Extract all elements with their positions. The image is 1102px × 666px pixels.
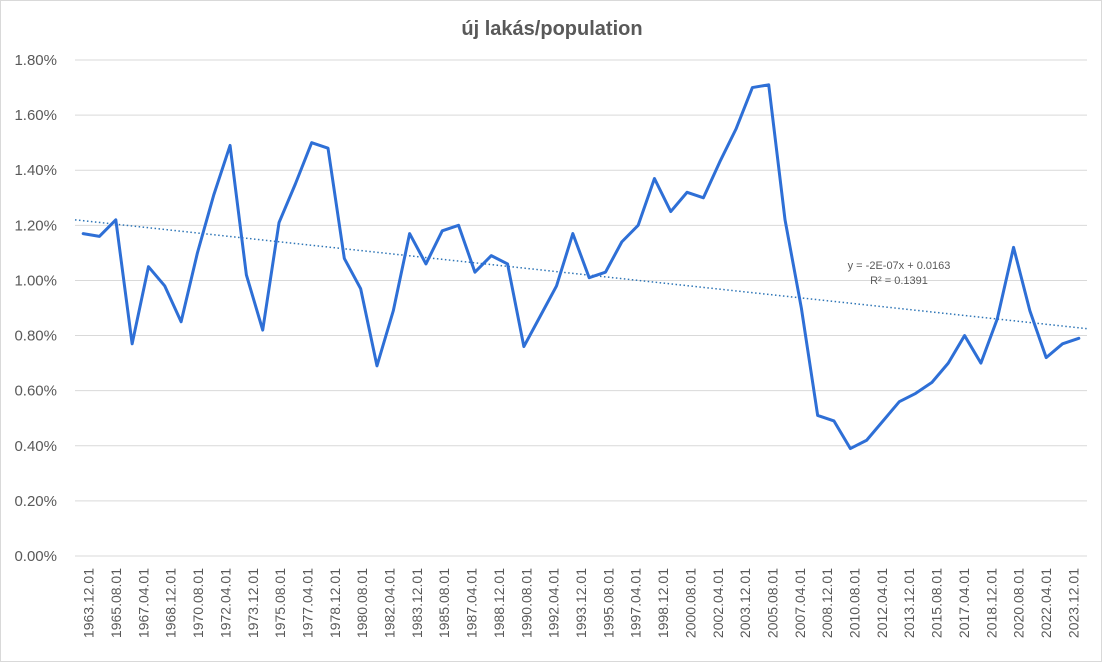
y-tick-label: 0.40% [14,438,57,455]
x-tick-label: 2013.12.01 [901,568,917,638]
x-tick-label: 2000.08.01 [682,568,698,638]
x-tick-label: 2008.12.01 [819,568,835,638]
x-tick-label: 2022.04.01 [1038,568,1054,638]
x-tick-label: 1975.08.01 [272,568,288,638]
x-tick-label: 2020.08.01 [1011,568,1027,638]
x-tick-label: 1997.04.01 [628,568,644,638]
x-tick-label: 1987.04.01 [464,568,480,638]
x-tick-label: 1983.12.01 [409,568,425,638]
x-tick-label: 1985.08.01 [436,568,452,638]
x-tick-label: 1993.12.01 [573,568,589,638]
x-tick-label: 1982.04.01 [382,568,398,638]
y-axis-ticks: 0.00% 0.20% 0.40% 0.60% 0.80% 1.00% 1.20% 1.40%… [14,52,57,565]
x-tick-label: 2002.04.01 [710,568,726,638]
x-tick-label: 1980.08.01 [354,568,370,638]
x-tick-label: 2015.08.01 [929,568,945,638]
y-tick-label: 0.60% [14,383,57,400]
trendline-equation: y = -2E-07x + 0.0163 [848,260,951,272]
x-tick-label: 2012.04.01 [874,568,890,638]
y-tick-label: 1.00% [14,272,57,289]
series-line [81,83,1081,451]
chart-title: új lakás/population [461,18,642,40]
gridlines [75,59,1087,557]
y-tick-label: 1.60% [14,107,57,124]
x-tick-label: 1995.08.01 [600,568,616,638]
x-tick-label: 2010.08.01 [847,568,863,638]
x-tick-label: 1967.04.01 [135,568,151,638]
x-tick-label: 1973.12.01 [245,568,261,638]
x-tick-label: 1977.04.01 [299,568,315,638]
x-tick-label: 1963.12.01 [81,568,97,638]
x-axis-ticks: 1963.12.01 1965.08.01 1967.04.01 1968.12.01… [81,568,1082,638]
x-tick-label: 1970.08.01 [190,568,206,638]
x-tick-label: 1992.04.01 [546,568,562,638]
x-tick-label: 2023.12.01 [1065,568,1081,638]
y-tick-label: 1.20% [14,217,57,234]
y-tick-label: 0.00% [14,548,57,565]
x-tick-label: 2018.12.01 [983,568,999,638]
x-tick-label: 2003.12.01 [737,568,753,638]
x-tick-label: 1998.12.01 [655,568,671,638]
x-tick-label: 2005.08.01 [764,568,780,638]
trendline [74,219,1088,330]
trendline-r-squared: R² = 0.1391 [870,275,928,287]
y-tick-label: 0.20% [14,493,57,510]
y-tick-label: 0.80% [14,328,57,345]
y-tick-label: 1.40% [14,162,57,179]
x-tick-label: 2017.04.01 [956,568,972,638]
x-tick-label: 1972.04.01 [217,568,233,638]
x-tick-label: 2007.04.01 [792,568,808,638]
x-tick-label: 1965.08.01 [108,568,124,638]
y-tick-label: 1.80% [14,52,57,69]
x-tick-label: 1968.12.01 [163,568,179,638]
x-tick-label: 1978.12.01 [327,568,343,638]
x-tick-label: 1990.08.01 [518,568,534,638]
x-tick-label: 1988.12.01 [491,568,507,638]
